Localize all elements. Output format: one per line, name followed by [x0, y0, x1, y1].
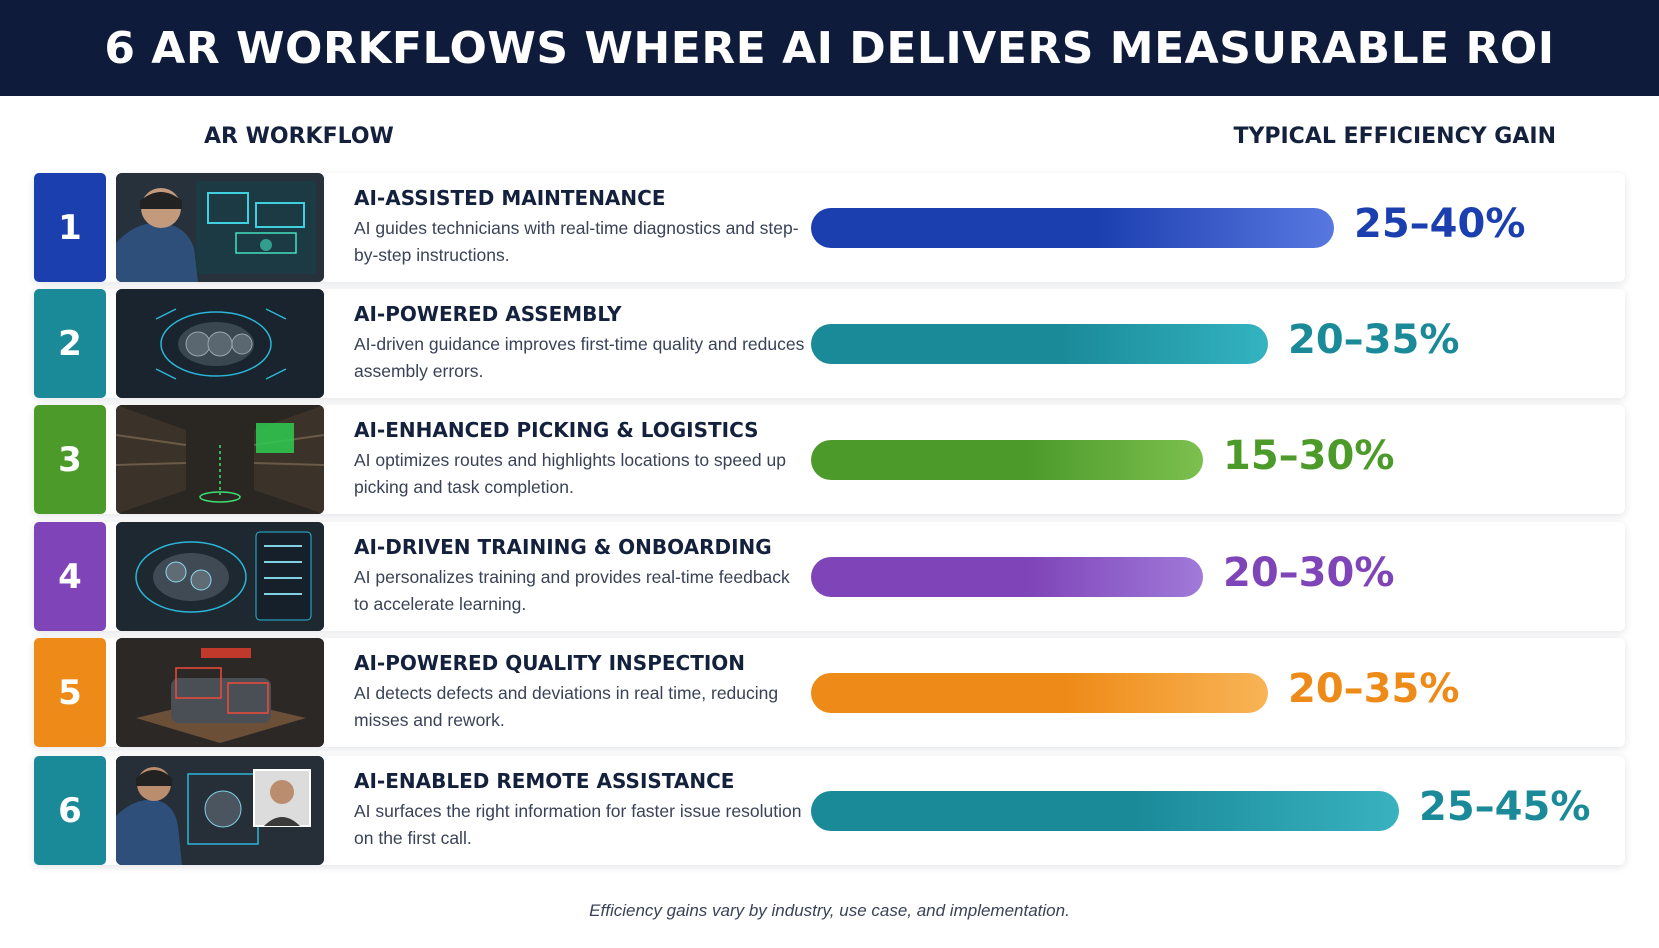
workflow-row: 2 AI-POWERED ASSEMBLY AI-driven guidance… — [34, 289, 1625, 398]
bar-track — [811, 324, 1451, 364]
efficiency-gain-label: 25–40% — [1354, 201, 1526, 247]
row-title: AI-ASSISTED MAINTENANCE — [354, 186, 666, 210]
row-number-badge: 4 — [34, 522, 106, 631]
bar-track — [811, 440, 1451, 480]
workflow-row: 6 AI-ENABLED REMOTE ASSISTANCE AI surfac… — [34, 756, 1625, 865]
engine-hologram-image — [116, 289, 324, 398]
workflow-row: 3 AI-ENHANCED PICKING & LOGISTICS AI opt… — [34, 405, 1625, 514]
workflow-row: 1 AI-ASSISTED MAINTENANCE AI guides tech… — [34, 173, 1625, 282]
row-description: AI personalizes training and provides re… — [354, 567, 790, 614]
page-title: 6 AR WORKFLOWS WHERE AI DELIVERS MEASURA… — [104, 22, 1555, 74]
column-header-workflow: AR WORKFLOW — [204, 124, 394, 149]
efficiency-bar — [811, 791, 1399, 831]
inspection-defects-image — [116, 638, 324, 747]
row-description: AI optimizes routes and highlights locat… — [354, 450, 786, 497]
technician-ar-headset-image — [116, 173, 324, 282]
efficiency-gain-label: 20–35% — [1288, 317, 1460, 363]
bar-track — [811, 208, 1451, 248]
efficiency-bar — [811, 324, 1268, 364]
row-number-badge: 2 — [34, 289, 106, 398]
efficiency-bar — [811, 440, 1203, 480]
row-number-badge: 6 — [34, 756, 106, 865]
warehouse-shelves-image — [116, 405, 324, 514]
row-title: AI-POWERED ASSEMBLY — [354, 302, 622, 326]
remote-expert-video-call-image — [116, 756, 324, 865]
row-number-badge: 3 — [34, 405, 106, 514]
efficiency-bar — [811, 673, 1268, 713]
row-description: AI surfaces the right information for fa… — [354, 801, 802, 848]
bar-track — [811, 557, 1451, 597]
bar-track — [811, 673, 1451, 713]
row-description: AI detects defects and deviations in rea… — [354, 683, 779, 730]
efficiency-bar — [811, 557, 1203, 597]
efficiency-bar — [811, 208, 1334, 248]
bar-track — [811, 791, 1451, 831]
efficiency-gain-label: 20–35% — [1288, 666, 1460, 712]
efficiency-gain-label: 15–30% — [1223, 433, 1395, 479]
row-number-badge: 5 — [34, 638, 106, 747]
training-hologram-image — [116, 522, 324, 631]
row-title: AI-ENABLED REMOTE ASSISTANCE — [354, 769, 735, 793]
row-title: AI-ENHANCED PICKING & LOGISTICS — [354, 418, 759, 442]
workflow-row: 4 AI-DRIVEN TRAINING & ONBOARDING AI per… — [34, 522, 1625, 631]
efficiency-gain-label: 25–45% — [1419, 784, 1591, 830]
footnote: Efficiency gains vary by industry, use c… — [589, 901, 1070, 920]
row-title: AI-DRIVEN TRAINING & ONBOARDING — [354, 535, 772, 559]
efficiency-gain-label: 20–30% — [1223, 550, 1395, 596]
row-description: AI-driven guidance improves first-time q… — [354, 334, 805, 381]
row-title: AI-POWERED QUALITY INSPECTION — [354, 651, 746, 675]
workflow-row: 5 AI-POWERED QUALITY INSPECTION AI detec… — [34, 638, 1625, 747]
header-banner: 6 AR WORKFLOWS WHERE AI DELIVERS MEASURA… — [0, 0, 1659, 96]
row-description: AI guides technicians with real-time dia… — [354, 218, 799, 265]
row-number-badge: 1 — [34, 173, 106, 282]
column-header-efficiency-gain: TYPICAL EFFICIENCY GAIN — [1233, 124, 1556, 149]
